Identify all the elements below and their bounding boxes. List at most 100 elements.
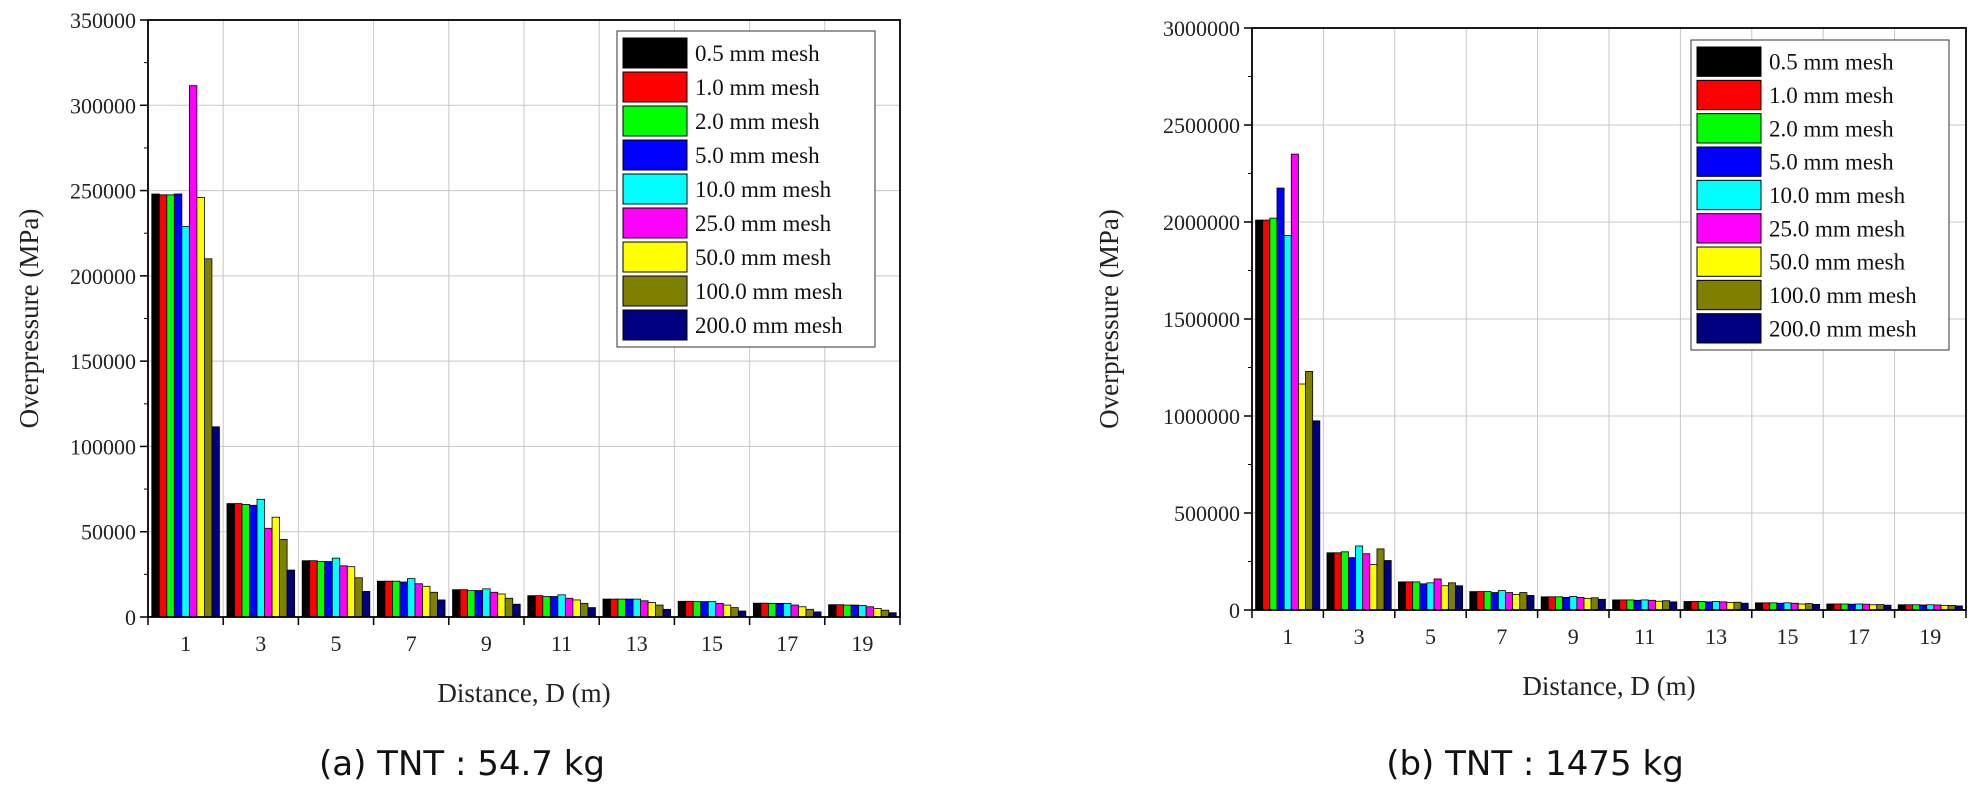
bar [301, 560, 311, 618]
bar [151, 193, 160, 618]
bar [1362, 553, 1371, 611]
bar [211, 426, 220, 618]
legend-swatch [622, 241, 688, 273]
bar [647, 602, 657, 618]
bar [1326, 552, 1335, 611]
bar [1790, 602, 1799, 611]
bar [1783, 602, 1792, 611]
legend-swatch [1696, 179, 1762, 211]
bar [1562, 596, 1571, 611]
x-tick-label: 7 [406, 631, 417, 656]
y-tick-label: 0 [125, 605, 136, 630]
bar [1455, 585, 1464, 611]
y-tick-label: 1000000 [1163, 404, 1240, 429]
bar [805, 608, 814, 618]
bar [316, 561, 326, 618]
bar [482, 588, 491, 618]
y-tick-label: 2000000 [1163, 210, 1240, 235]
bar [407, 578, 416, 618]
legend-swatch [1696, 246, 1762, 277]
bar [858, 605, 867, 618]
bar [1347, 557, 1356, 611]
bar [1369, 564, 1378, 611]
bar [1433, 578, 1442, 611]
bar [1505, 592, 1514, 611]
bar [790, 604, 799, 618]
bar [489, 591, 499, 618]
bar [309, 560, 318, 618]
legend-swatch [622, 139, 688, 171]
bar [286, 569, 296, 618]
bar [828, 604, 837, 618]
caption-b: (b) TNT : 1475 kg [1386, 744, 1684, 784]
bar [677, 600, 687, 618]
bar [203, 258, 213, 618]
legend-label: 10.0 mm mesh [1769, 183, 1906, 208]
bar [1626, 599, 1635, 611]
bar [1840, 603, 1849, 611]
y-tick-label: 250000 [70, 179, 136, 204]
bar [1826, 603, 1835, 611]
bar [1283, 235, 1292, 611]
bar [1526, 595, 1535, 611]
legend-swatch [1696, 213, 1762, 244]
x-tick-label: 17 [1848, 624, 1870, 649]
bar [873, 608, 882, 618]
bar [226, 503, 235, 618]
bar [700, 601, 709, 618]
bar [1662, 600, 1671, 611]
bar [692, 601, 702, 618]
bar [685, 600, 694, 618]
bar [1583, 597, 1592, 611]
legend-swatch [1696, 79, 1762, 111]
legend-swatch [622, 173, 688, 205]
panel-a: 0 50000 100000 150000 200000 250000 300000 3500… [14, 8, 901, 708]
y-tick-label: 50000 [81, 520, 136, 545]
bar [1312, 420, 1321, 611]
bar [399, 581, 408, 618]
bar [625, 598, 634, 618]
bar [610, 598, 619, 618]
bar [1262, 219, 1271, 611]
y-tick-label: 100000 [70, 434, 136, 459]
bar [775, 602, 784, 618]
plot-frame [147, 19, 901, 618]
bar [707, 601, 717, 618]
bar [1269, 217, 1278, 611]
bar [587, 607, 596, 618]
bar [768, 602, 777, 618]
x-tick-label: 19 [851, 631, 873, 656]
bar [1547, 596, 1556, 611]
bar [1669, 601, 1678, 611]
bar [422, 585, 431, 618]
legend-label: 100.0 mm mesh [1769, 283, 1917, 308]
bar [1298, 383, 1306, 611]
bar [1854, 603, 1863, 611]
bar [1797, 603, 1806, 611]
x-tick-label: 9 [1568, 624, 1579, 649]
bar [1376, 548, 1385, 611]
legend-label: 10.0 mm mesh [695, 177, 832, 202]
bar [534, 595, 544, 618]
bar [1512, 594, 1521, 611]
legend-swatch [622, 309, 688, 341]
y-tick-label: 200000 [70, 264, 136, 289]
legend-swatch [1696, 279, 1762, 311]
bar [1497, 590, 1506, 611]
x-tick-label: 17 [776, 631, 798, 656]
bar [1697, 601, 1706, 611]
bar [730, 607, 739, 618]
bar [346, 566, 356, 618]
y-tick-label: 3000000 [1163, 16, 1240, 41]
bar [504, 597, 514, 618]
legend-label: 25.0 mm mesh [695, 211, 832, 236]
bar [549, 596, 559, 618]
bar [662, 608, 672, 618]
x-tick-label: 13 [626, 631, 648, 656]
bar [391, 580, 401, 618]
x-tick-label: 9 [481, 631, 492, 656]
bar [1576, 596, 1585, 611]
bar [1633, 599, 1642, 611]
y-tick-label: 500000 [1174, 501, 1240, 526]
